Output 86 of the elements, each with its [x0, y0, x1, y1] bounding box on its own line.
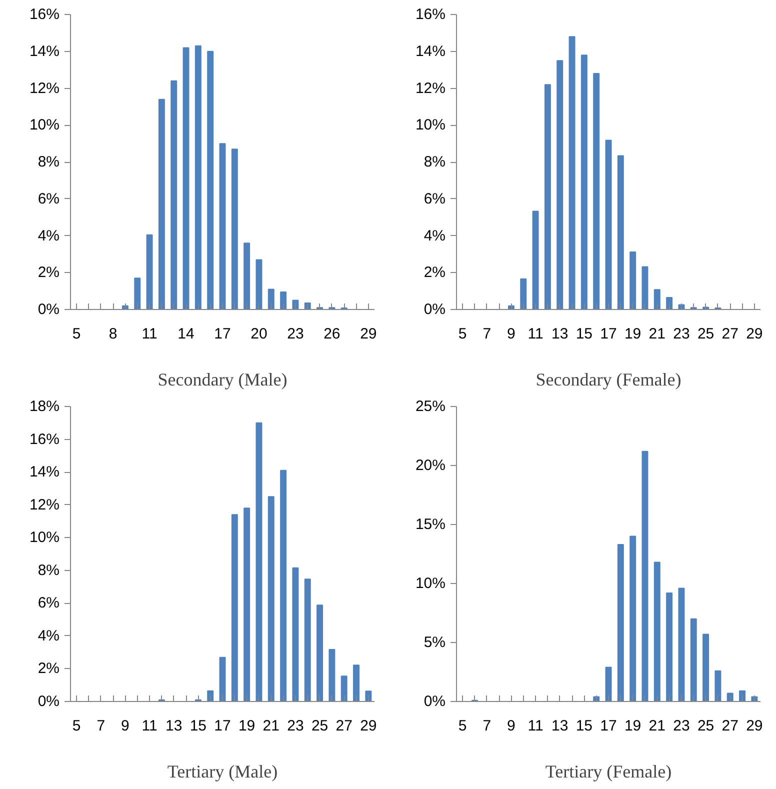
x-tick-label: 17 [214, 718, 231, 734]
x-tick-label: 19 [238, 718, 256, 734]
x-tick-label: 11 [142, 326, 158, 342]
x-tick-label: 25 [311, 718, 328, 734]
x-tick-label: 13 [552, 326, 568, 342]
y-tick-label: 6% [424, 190, 446, 208]
x-axis-title: Secondary (Female) [536, 370, 682, 390]
y-tick-label: 16% [415, 6, 446, 23]
y-tick-label: 18% [29, 398, 60, 415]
y-tick-label: 4% [38, 227, 60, 244]
x-tick-label: 27 [722, 718, 738, 734]
x-tick-label: 11 [142, 718, 158, 734]
x-tick-label: 7 [482, 718, 492, 734]
y-tick-label: 10% [29, 116, 60, 134]
x-tick-label: 13 [552, 718, 568, 734]
y-tick-label: 12% [415, 80, 446, 97]
x-tick-label: 7 [96, 718, 106, 734]
y-tick-label: 6% [38, 190, 60, 208]
y-tick-label: 2% [38, 264, 60, 282]
y-tick-label: 10% [29, 529, 60, 546]
y-tick-label: 0% [424, 693, 446, 710]
x-tick-label: 7 [482, 326, 492, 342]
y-tick-label: 14% [29, 42, 60, 60]
x-tick-label: 15 [190, 718, 207, 734]
y-tick-label: 0% [38, 693, 60, 710]
x-tick-label: 14 [178, 326, 194, 342]
x-tick-label: 9 [121, 718, 130, 734]
x-tick-label: 21 [648, 718, 666, 734]
y-tick-label: 5% [424, 634, 446, 651]
x-tick-label: 29 [746, 326, 763, 342]
x-tick-label: 9 [507, 718, 516, 734]
y-tick-label: 15% [415, 516, 446, 533]
y-tick-label: 12% [29, 496, 60, 514]
x-tick-label: 26 [324, 326, 340, 342]
x-tick-label: 23 [287, 718, 304, 734]
y-tick-label: 25% [415, 398, 446, 415]
y-tick-label: 10% [415, 575, 446, 592]
y-tick-label: 14% [29, 464, 60, 481]
x-tick-label: 25 [697, 326, 714, 342]
x-tick-label: 13 [166, 718, 182, 734]
y-tick-label: 6% [38, 594, 60, 612]
x-tick-label: 19 [624, 326, 642, 342]
x-tick-label: 11 [528, 718, 544, 734]
x-tick-label: 17 [600, 718, 617, 734]
x-axis-title: Tertiary (Male) [167, 762, 278, 782]
y-tick-label: 0% [38, 301, 60, 318]
x-tick-label: 29 [746, 718, 763, 734]
x-tick-label: 21 [648, 326, 666, 342]
y-tick-label: 20% [415, 457, 446, 474]
x-tick-label: 23 [673, 326, 690, 342]
y-tick-label: 4% [424, 227, 446, 244]
x-tick-label: 29 [360, 326, 377, 342]
y-tick-label: 2% [424, 264, 446, 282]
x-tick-label: 27 [336, 718, 352, 734]
x-tick-label: 23 [673, 718, 690, 734]
y-tick-label: 10% [415, 116, 446, 134]
x-tick-label: 15 [576, 326, 593, 342]
y-tick-label: 2% [38, 660, 60, 678]
x-tick-label: 11 [528, 326, 544, 342]
x-tick-label: 15 [576, 718, 593, 734]
y-tick-label: 8% [424, 154, 446, 170]
y-tick-label: 4% [38, 627, 60, 644]
y-tick-label: 8% [38, 562, 60, 579]
x-tick-label: 8 [108, 326, 118, 342]
x-tick-label: 29 [360, 718, 377, 734]
y-tick-label: 16% [29, 430, 60, 448]
x-tick-label: 25 [697, 718, 714, 734]
x-axis-title: Tertiary (Female) [545, 762, 672, 782]
y-tick-label: 12% [29, 80, 60, 97]
x-tick-label: 19 [624, 718, 642, 734]
x-tick-label: 5 [72, 718, 81, 734]
y-tick-label: 0% [424, 301, 446, 318]
x-tick-label: 5 [458, 718, 467, 734]
x-tick-label: 5 [458, 326, 467, 342]
x-tick-label: 5 [72, 326, 81, 342]
y-tick-label: 8% [38, 154, 60, 170]
x-tick-label: 21 [262, 718, 280, 734]
x-tick-label: 27 [722, 326, 738, 342]
x-tick-label: 17 [214, 326, 231, 342]
x-tick-label: 9 [507, 326, 516, 342]
x-axis-title: Secondary (Male) [158, 370, 288, 390]
x-tick-label: 20 [250, 326, 268, 342]
x-tick-label: 17 [600, 326, 617, 342]
y-tick-label: 14% [415, 42, 446, 60]
y-tick-label: 16% [29, 6, 60, 23]
x-tick-label: 23 [287, 326, 304, 342]
